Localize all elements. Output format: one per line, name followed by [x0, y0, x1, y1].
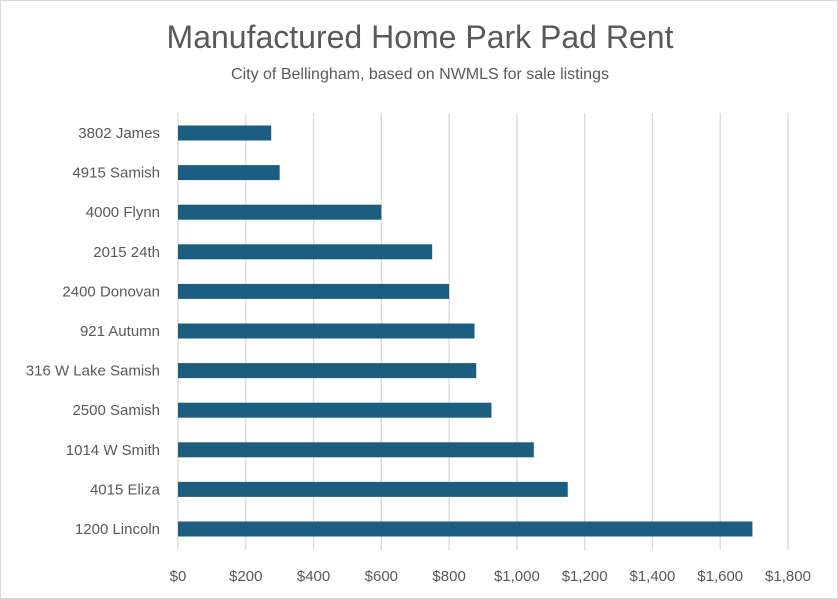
- category-label: 4000 Flynn: [86, 204, 160, 221]
- x-tick-label: $200: [229, 568, 262, 585]
- x-tick-label: $1,200: [562, 568, 608, 585]
- category-label: 2015 24th: [93, 244, 160, 261]
- bar: [178, 283, 450, 299]
- category-label: 1200 Lincoln: [75, 521, 160, 538]
- chart-subtitle: City of Bellingham, based on NWMLS for s…: [231, 66, 609, 83]
- bar: [178, 481, 568, 497]
- category-label: 1014 W Smith: [66, 442, 160, 459]
- chart-title: Manufactured Home Park Pad Rent: [166, 19, 674, 55]
- x-tick-label: $1,400: [629, 568, 675, 585]
- bar: [178, 125, 272, 141]
- bar: [178, 363, 477, 379]
- x-tick-label: $1,800: [765, 568, 811, 585]
- category-label: 921 Autumn: [80, 323, 160, 340]
- bar: [178, 402, 492, 418]
- x-tick-label: $400: [297, 568, 330, 585]
- category-label: 2500 Samish: [72, 402, 160, 419]
- x-tick-label: $800: [432, 568, 465, 585]
- x-tick-label: $600: [365, 568, 398, 585]
- bar: [178, 204, 382, 220]
- x-tick-label: $0: [170, 568, 187, 585]
- bar: [178, 442, 534, 458]
- bar: [178, 323, 475, 339]
- category-label: 4915 Samish: [72, 165, 160, 182]
- x-tick-label: $1,600: [697, 568, 743, 585]
- category-label: 2400 Donovan: [62, 283, 160, 300]
- category-label: 316 W Lake Samish: [26, 363, 160, 380]
- category-label: 4015 Eliza: [90, 481, 161, 498]
- category-label: 3802 James: [78, 125, 160, 142]
- x-tick-label: $1,000: [494, 568, 540, 585]
- bar: [178, 244, 433, 260]
- bar: [178, 165, 280, 181]
- bar: [178, 521, 753, 537]
